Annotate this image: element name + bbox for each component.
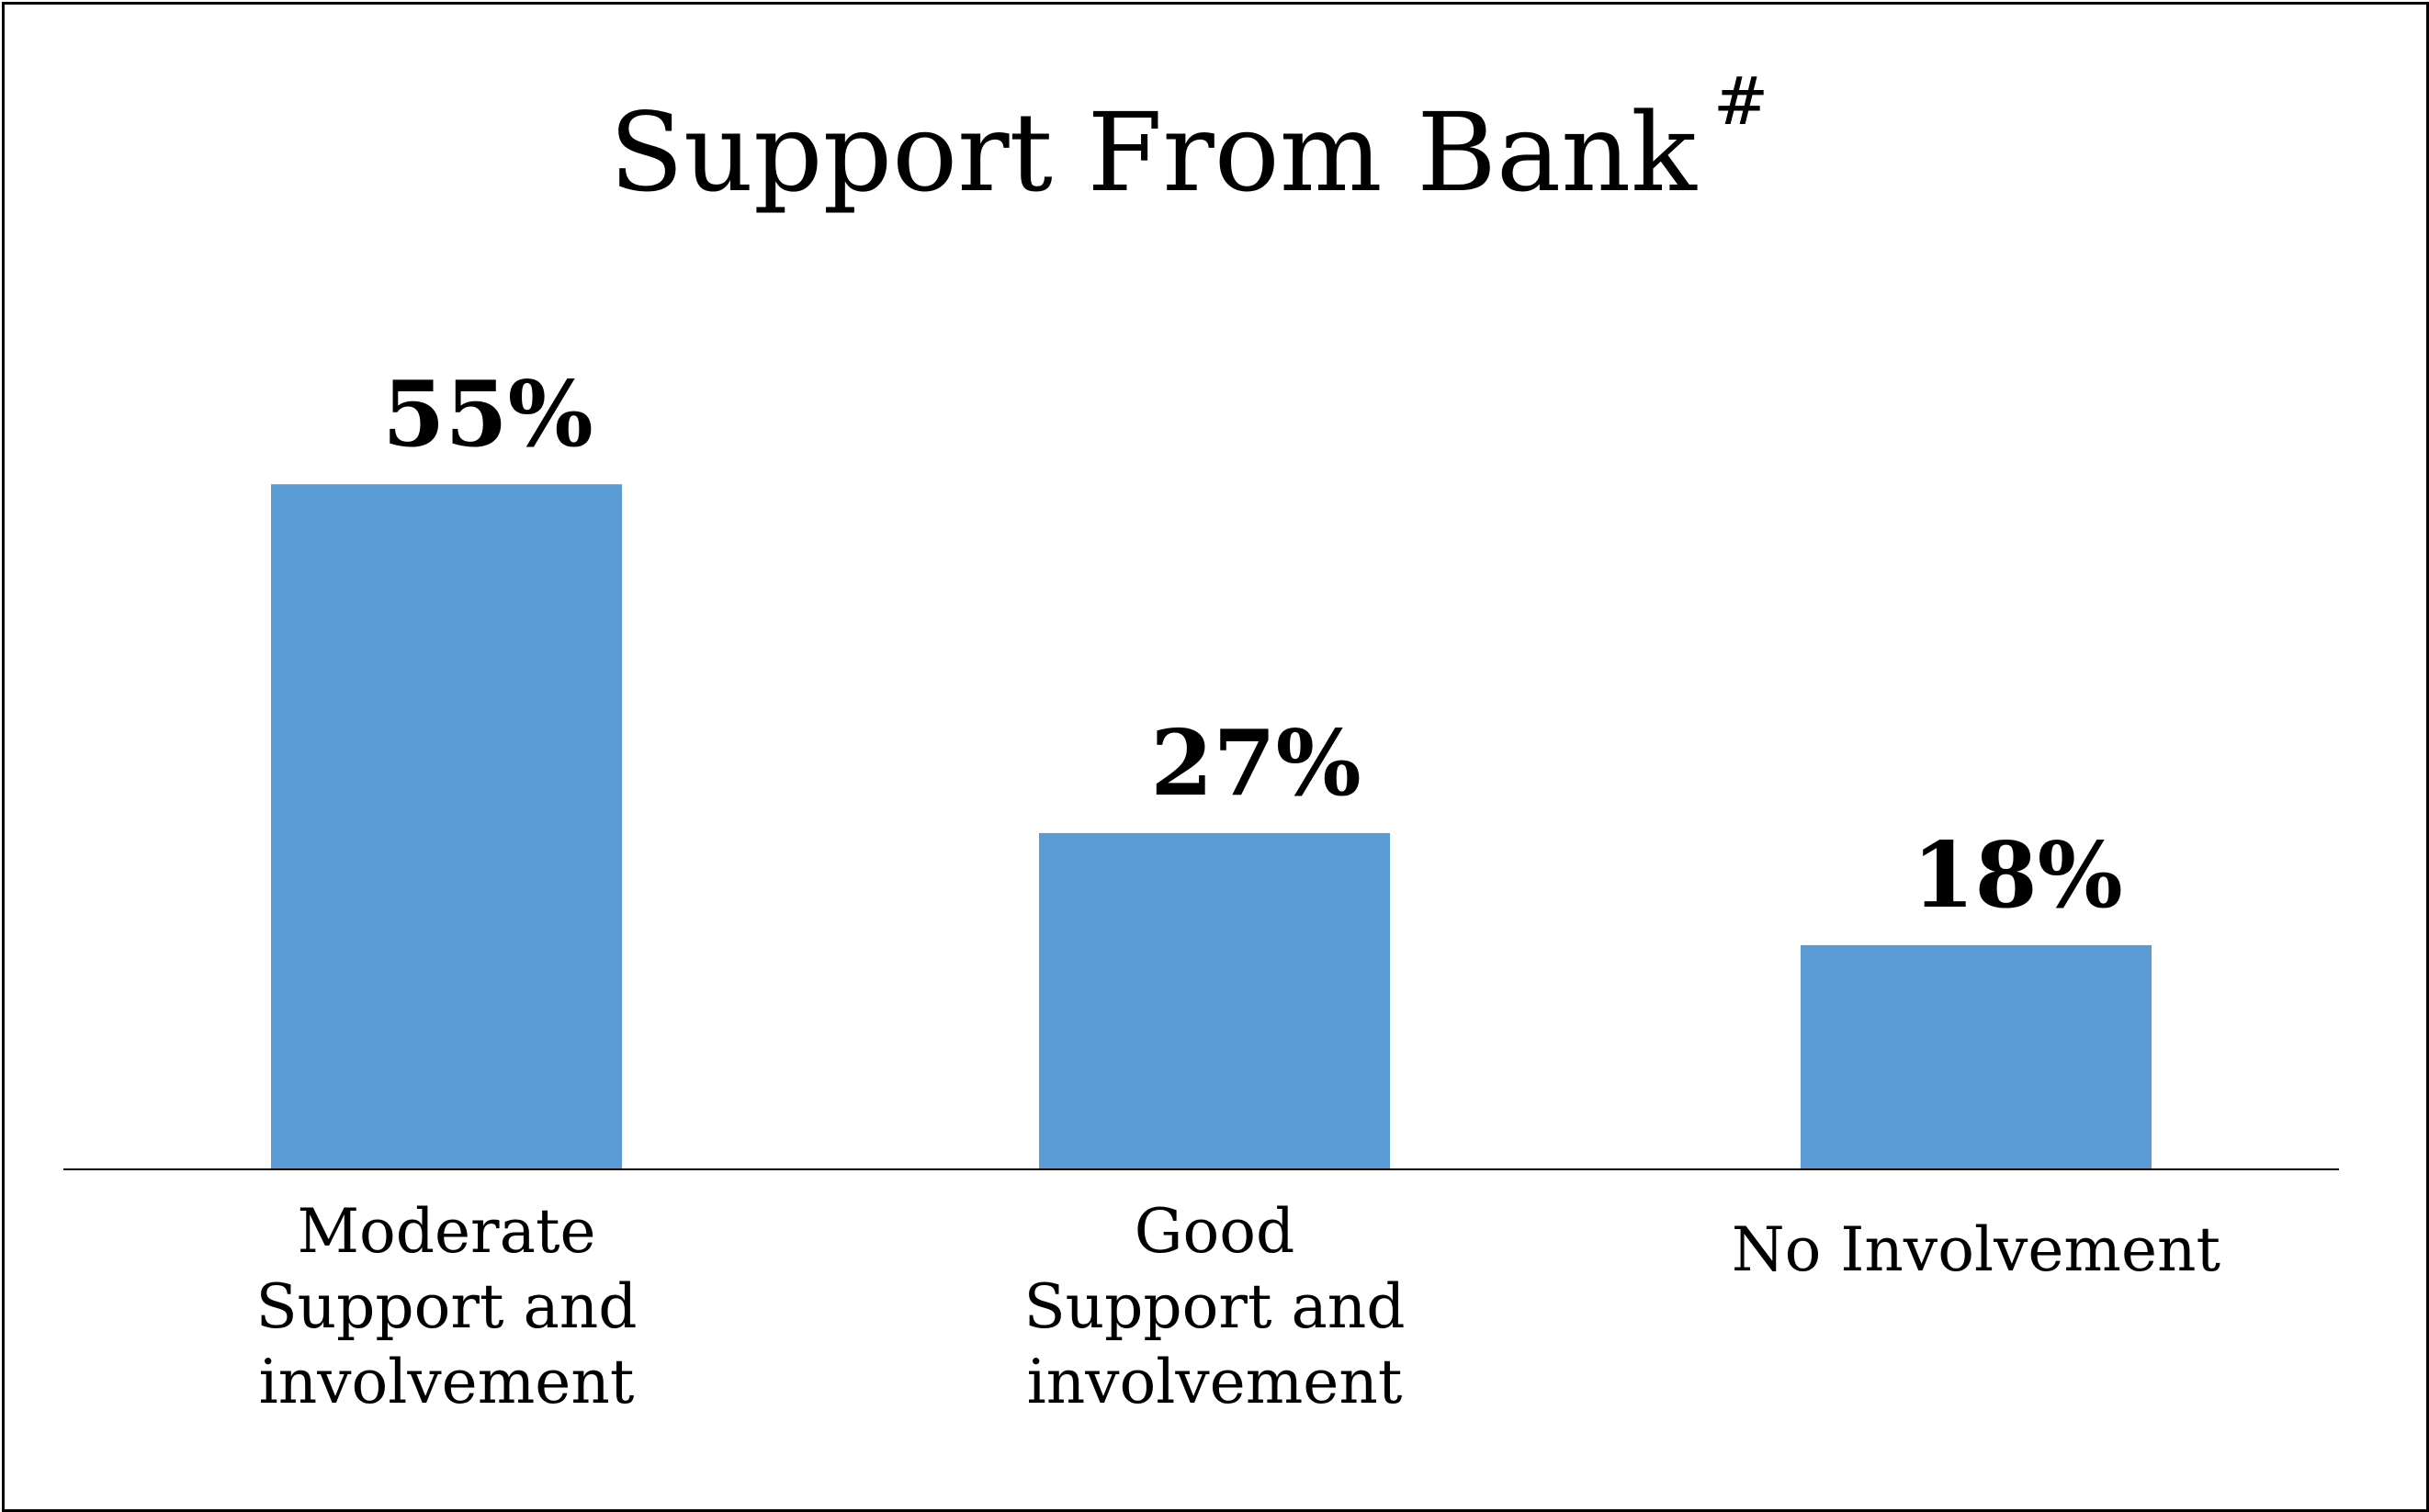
category-label: No Involvement (1732, 1214, 2220, 1285)
category-label: Support and (255, 1271, 637, 1342)
category-label: Support and (1023, 1271, 1405, 1342)
data-label: 55% (382, 362, 593, 468)
data-labels-layer: 55% 27% 18% (382, 362, 2123, 929)
chart-title: Support From Bank (609, 89, 1698, 216)
bar (271, 484, 622, 1169)
data-label: 27% (1150, 711, 1361, 817)
bars-layer (271, 484, 2152, 1169)
chart-title-text: Support From Bank (609, 89, 1698, 216)
bar (1039, 832, 1390, 1169)
bar (1801, 944, 2152, 1169)
chart-title-superscript: # (1713, 62, 1768, 140)
category-label: Moderate (297, 1196, 595, 1267)
category-label: involvement (1027, 1347, 1403, 1417)
category-label: involvement (259, 1347, 635, 1417)
bar-chart: Support From Bank # 55%27%18% ModerateSu… (63, 62, 2339, 1417)
category-label: Good (1135, 1196, 1294, 1267)
data-label: 18% (1912, 823, 2123, 929)
